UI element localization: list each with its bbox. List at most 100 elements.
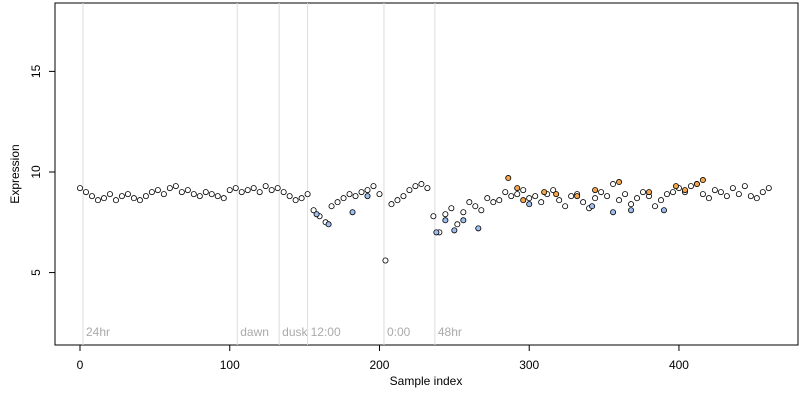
point bbox=[589, 203, 596, 210]
point bbox=[148, 189, 155, 196]
point bbox=[280, 189, 287, 196]
point bbox=[412, 183, 419, 190]
point bbox=[172, 183, 179, 190]
point bbox=[490, 199, 497, 206]
point bbox=[364, 187, 371, 194]
x-tick-label: 400 bbox=[669, 358, 689, 372]
point bbox=[304, 191, 311, 198]
point bbox=[154, 187, 161, 194]
point bbox=[520, 187, 527, 194]
x-tick-label: 0 bbox=[77, 358, 84, 372]
point bbox=[514, 191, 521, 198]
point bbox=[430, 213, 437, 220]
point bbox=[77, 185, 84, 192]
point bbox=[298, 195, 305, 202]
point bbox=[460, 209, 467, 216]
plot-box bbox=[54, 2, 799, 346]
x-tick-label: 100 bbox=[220, 358, 240, 372]
point bbox=[82, 189, 89, 196]
point bbox=[622, 191, 629, 198]
point bbox=[628, 201, 635, 208]
point bbox=[592, 195, 599, 202]
y-tick-label: 5 bbox=[29, 269, 43, 276]
point bbox=[660, 207, 667, 214]
point bbox=[232, 185, 239, 192]
point bbox=[349, 209, 356, 216]
point bbox=[616, 197, 623, 204]
point bbox=[94, 197, 101, 204]
point bbox=[604, 193, 611, 200]
y-tick-label: 10 bbox=[29, 165, 43, 179]
point bbox=[478, 207, 485, 214]
point bbox=[580, 199, 587, 206]
point bbox=[376, 191, 383, 198]
point bbox=[268, 187, 275, 194]
point bbox=[640, 189, 647, 196]
point bbox=[250, 185, 257, 192]
point bbox=[286, 193, 293, 200]
point bbox=[292, 197, 299, 204]
x-tick-label: 200 bbox=[369, 358, 389, 372]
annotation-label: 0:00 bbox=[387, 325, 411, 339]
y-tick-label: 15 bbox=[29, 64, 43, 78]
annotation-label: dawn bbox=[240, 325, 269, 339]
point bbox=[160, 191, 167, 198]
point bbox=[669, 189, 676, 196]
point bbox=[765, 185, 772, 192]
point bbox=[142, 193, 149, 200]
point bbox=[610, 181, 617, 188]
point bbox=[262, 183, 269, 190]
point bbox=[657, 197, 664, 204]
point bbox=[699, 191, 706, 198]
point bbox=[382, 257, 389, 264]
point bbox=[454, 221, 461, 228]
point bbox=[433, 229, 440, 236]
point bbox=[442, 211, 449, 218]
point bbox=[541, 189, 548, 196]
y-axis-label: Expression bbox=[8, 144, 22, 203]
point bbox=[735, 191, 742, 198]
point bbox=[184, 187, 191, 194]
point bbox=[646, 189, 653, 196]
point bbox=[723, 193, 730, 200]
point bbox=[451, 227, 458, 234]
point bbox=[610, 209, 617, 216]
point bbox=[538, 199, 545, 206]
point bbox=[190, 191, 197, 198]
point bbox=[178, 189, 185, 196]
point bbox=[747, 193, 754, 200]
point bbox=[598, 189, 605, 196]
point bbox=[370, 183, 377, 190]
point bbox=[466, 199, 473, 206]
point bbox=[741, 183, 748, 190]
point bbox=[562, 203, 569, 210]
point bbox=[358, 189, 365, 196]
point bbox=[574, 193, 581, 200]
point bbox=[388, 201, 395, 208]
point bbox=[424, 185, 431, 192]
point bbox=[136, 197, 143, 204]
point bbox=[124, 191, 131, 198]
point bbox=[202, 189, 209, 196]
point bbox=[553, 191, 560, 198]
x-axis-label: Sample index bbox=[390, 374, 463, 388]
point bbox=[448, 205, 455, 212]
point bbox=[532, 193, 539, 200]
point bbox=[406, 187, 413, 194]
point bbox=[693, 181, 700, 188]
annotation-label: dusk bbox=[282, 325, 308, 339]
point bbox=[759, 189, 766, 196]
point bbox=[310, 207, 317, 214]
point bbox=[505, 175, 512, 182]
point bbox=[496, 197, 503, 204]
point bbox=[526, 195, 533, 202]
point bbox=[460, 217, 467, 224]
point bbox=[106, 191, 113, 198]
point bbox=[130, 195, 137, 202]
point bbox=[208, 191, 215, 198]
point bbox=[717, 189, 724, 196]
point bbox=[526, 201, 533, 208]
x-tick-label: 300 bbox=[519, 358, 539, 372]
